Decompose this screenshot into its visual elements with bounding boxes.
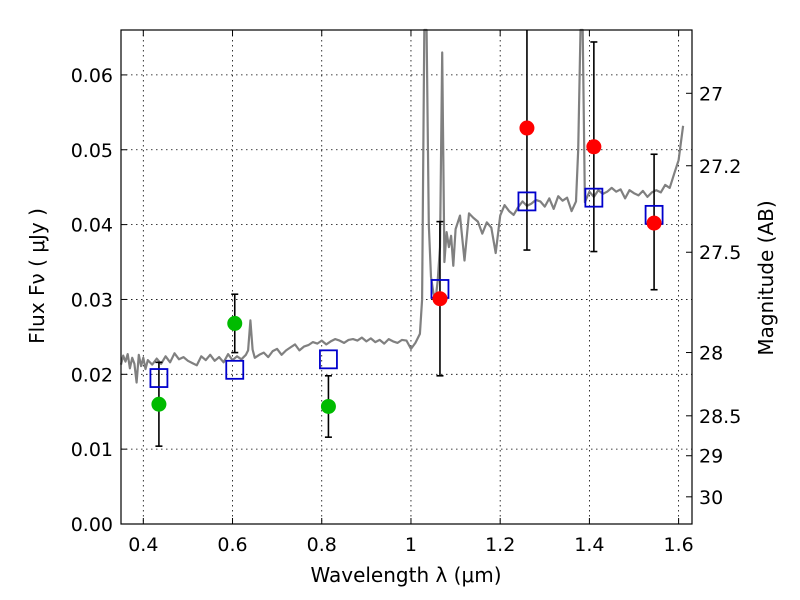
errorbar-layer: [155, 30, 658, 447]
x-tick-label: 0.6: [217, 534, 247, 556]
model-flux-box: [149, 368, 169, 388]
y-tick-label: 0.02: [71, 364, 113, 386]
x-axis-label: Wavelength λ (μm): [310, 563, 501, 587]
x-tick-label: 1: [405, 534, 417, 556]
y2-tick-label: 27.5: [699, 242, 741, 264]
nir-flux-point: [432, 291, 448, 307]
optical-flux-point: [151, 396, 167, 412]
x-tick-label: 0.8: [307, 534, 337, 556]
y2-tick-label: 28: [699, 343, 723, 365]
y2-tick-label: 27.2: [699, 156, 741, 178]
y-axis-label: Flux Fν ( μJy ): [25, 208, 49, 344]
photometry-point-layer: [151, 120, 662, 414]
nir-flux-point: [646, 215, 662, 231]
y-tick-label: 0.05: [71, 140, 113, 162]
y2-tick-label: 29: [699, 446, 723, 468]
nir-flux-point: [519, 120, 535, 136]
y-tick-label: 0.04: [71, 215, 113, 237]
tick-layer: 0.4 0.6 0.8 1 1.2 1.4 1.6 0.00 0.01 0.02 0.03 0.04 0…: [71, 30, 741, 556]
y2-tick-label: 27: [699, 83, 723, 105]
nir-flux-point: [586, 139, 602, 155]
model-flux-box: [225, 359, 245, 380]
x-tick-label: 1.6: [664, 534, 694, 556]
optical-flux-point: [227, 315, 243, 331]
grid: [121, 30, 692, 524]
x-tick-label: 0.4: [128, 534, 158, 556]
model-flux-box: [584, 187, 604, 208]
y2-axis-label: Magnitude (AB): [754, 200, 778, 355]
y2-tick-label: 28.5: [699, 406, 741, 428]
y-tick-label: 0.00: [71, 514, 113, 536]
optical-flux-point: [320, 398, 336, 414]
model-flux-box: [319, 349, 338, 370]
y-tick-label: 0.03: [71, 289, 113, 311]
model-flux-box: [517, 191, 537, 212]
plot-frame: [120, 29, 693, 525]
y2-tick-label: 30: [699, 487, 723, 509]
y-tick-label: 0.01: [71, 439, 113, 461]
y-tick-label: 0.06: [71, 65, 113, 87]
x-tick-label: 1.2: [485, 534, 515, 556]
x-tick-label: 1.4: [574, 534, 604, 556]
